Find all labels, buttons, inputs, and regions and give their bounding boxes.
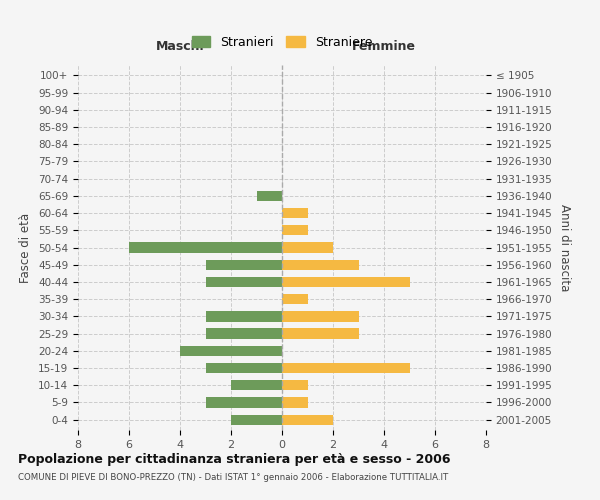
Legend: Stranieri, Straniere: Stranieri, Straniere	[187, 31, 377, 54]
Bar	[282, 242, 333, 252]
Bar	[231, 380, 282, 390]
Bar	[282, 398, 308, 407]
Bar	[282, 380, 308, 390]
Bar	[282, 414, 333, 425]
Text: Femmine: Femmine	[352, 40, 416, 53]
Bar	[282, 328, 359, 339]
Bar	[205, 363, 282, 373]
Y-axis label: Anni di nascita: Anni di nascita	[558, 204, 571, 291]
Bar	[282, 225, 308, 235]
Bar	[205, 328, 282, 339]
Text: Maschi: Maschi	[155, 40, 205, 53]
Text: COMUNE DI PIEVE DI BONO-PREZZO (TN) - Dati ISTAT 1° gennaio 2006 - Elaborazione : COMUNE DI PIEVE DI BONO-PREZZO (TN) - Da…	[18, 472, 448, 482]
Text: Popolazione per cittadinanza straniera per età e sesso - 2006: Popolazione per cittadinanza straniera p…	[18, 452, 451, 466]
Bar	[129, 242, 282, 252]
Bar	[205, 277, 282, 287]
Bar	[282, 208, 308, 218]
Bar	[257, 190, 282, 201]
Bar	[231, 414, 282, 425]
Bar	[205, 260, 282, 270]
Bar	[205, 398, 282, 407]
Bar	[282, 260, 359, 270]
Bar	[282, 294, 308, 304]
Bar	[282, 363, 409, 373]
Bar	[282, 277, 409, 287]
Bar	[282, 311, 359, 322]
Y-axis label: Fasce di età: Fasce di età	[19, 212, 32, 282]
Bar	[180, 346, 282, 356]
Bar	[205, 311, 282, 322]
